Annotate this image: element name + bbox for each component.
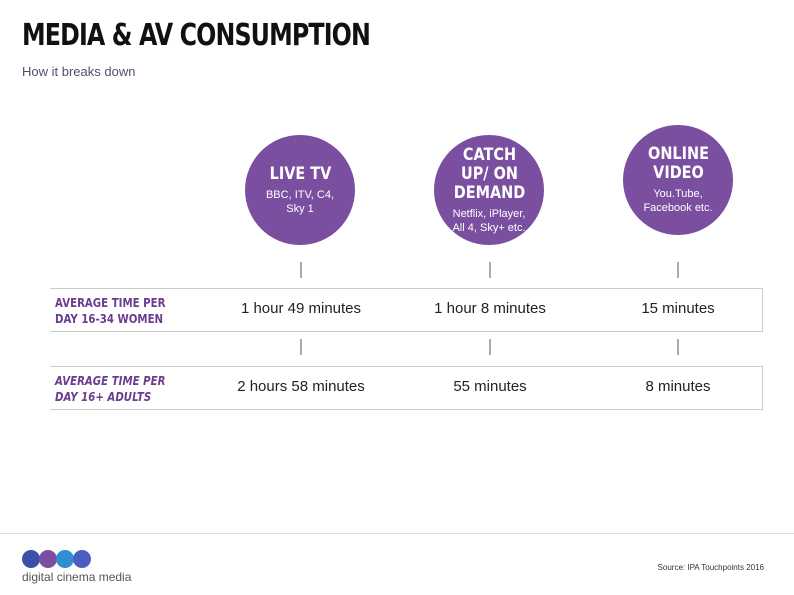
connector <box>677 339 679 355</box>
connector <box>489 339 491 355</box>
footer-rule <box>0 533 794 534</box>
column-title: CATCH UP/ ON DEMAND <box>453 144 525 203</box>
cell: 8 minutes <box>645 378 711 395</box>
row-box <box>50 366 763 410</box>
logo-mark <box>22 550 91 568</box>
cell: 1 hour 49 minutes <box>240 300 362 317</box>
cell: 2 hours 58 minutes <box>237 378 365 395</box>
title: MEDIA & AV CONSUMPTION <box>22 18 371 53</box>
cell: 55 minutes <box>453 378 527 395</box>
column-circle: CATCH UP/ ON DEMAND Netflix, iPlayer, All… <box>434 135 544 245</box>
column-title: LIVE TV <box>269 163 331 184</box>
column-circle: LIVE TV BBC, ITV, C4, Sky 1 <box>245 135 355 245</box>
cell: 1 hour 8 minutes <box>434 300 546 317</box>
row-label: AVERAGE TIME PER DAY 16-34 WOMEN <box>55 296 166 326</box>
column-circle: ONLINE VIDEO You.Tube, Facebook etc. <box>623 125 733 235</box>
column-subtitle: You.Tube, Facebook etc. <box>643 188 713 214</box>
cell: 15 minutes <box>641 300 715 317</box>
connector <box>300 262 302 278</box>
source: Source: IPA Touchpoints 2016 <box>657 563 764 572</box>
row-box <box>50 288 763 332</box>
connector <box>677 262 679 278</box>
subtitle: How it breaks down <box>22 64 136 79</box>
connector <box>489 262 491 278</box>
column-title: ONLINE VIDEO <box>647 144 709 183</box>
row-label: AVERAGE TIME PER DAY 16+ ADULTS <box>55 374 166 404</box>
column-subtitle: Netflix, iPlayer, All 4, Sky+ etc. <box>452 207 526 234</box>
connector <box>300 339 302 355</box>
logo-text: digital cinema media <box>22 570 132 584</box>
column-subtitle: BBC, ITV, C4, Sky 1 <box>265 188 335 215</box>
